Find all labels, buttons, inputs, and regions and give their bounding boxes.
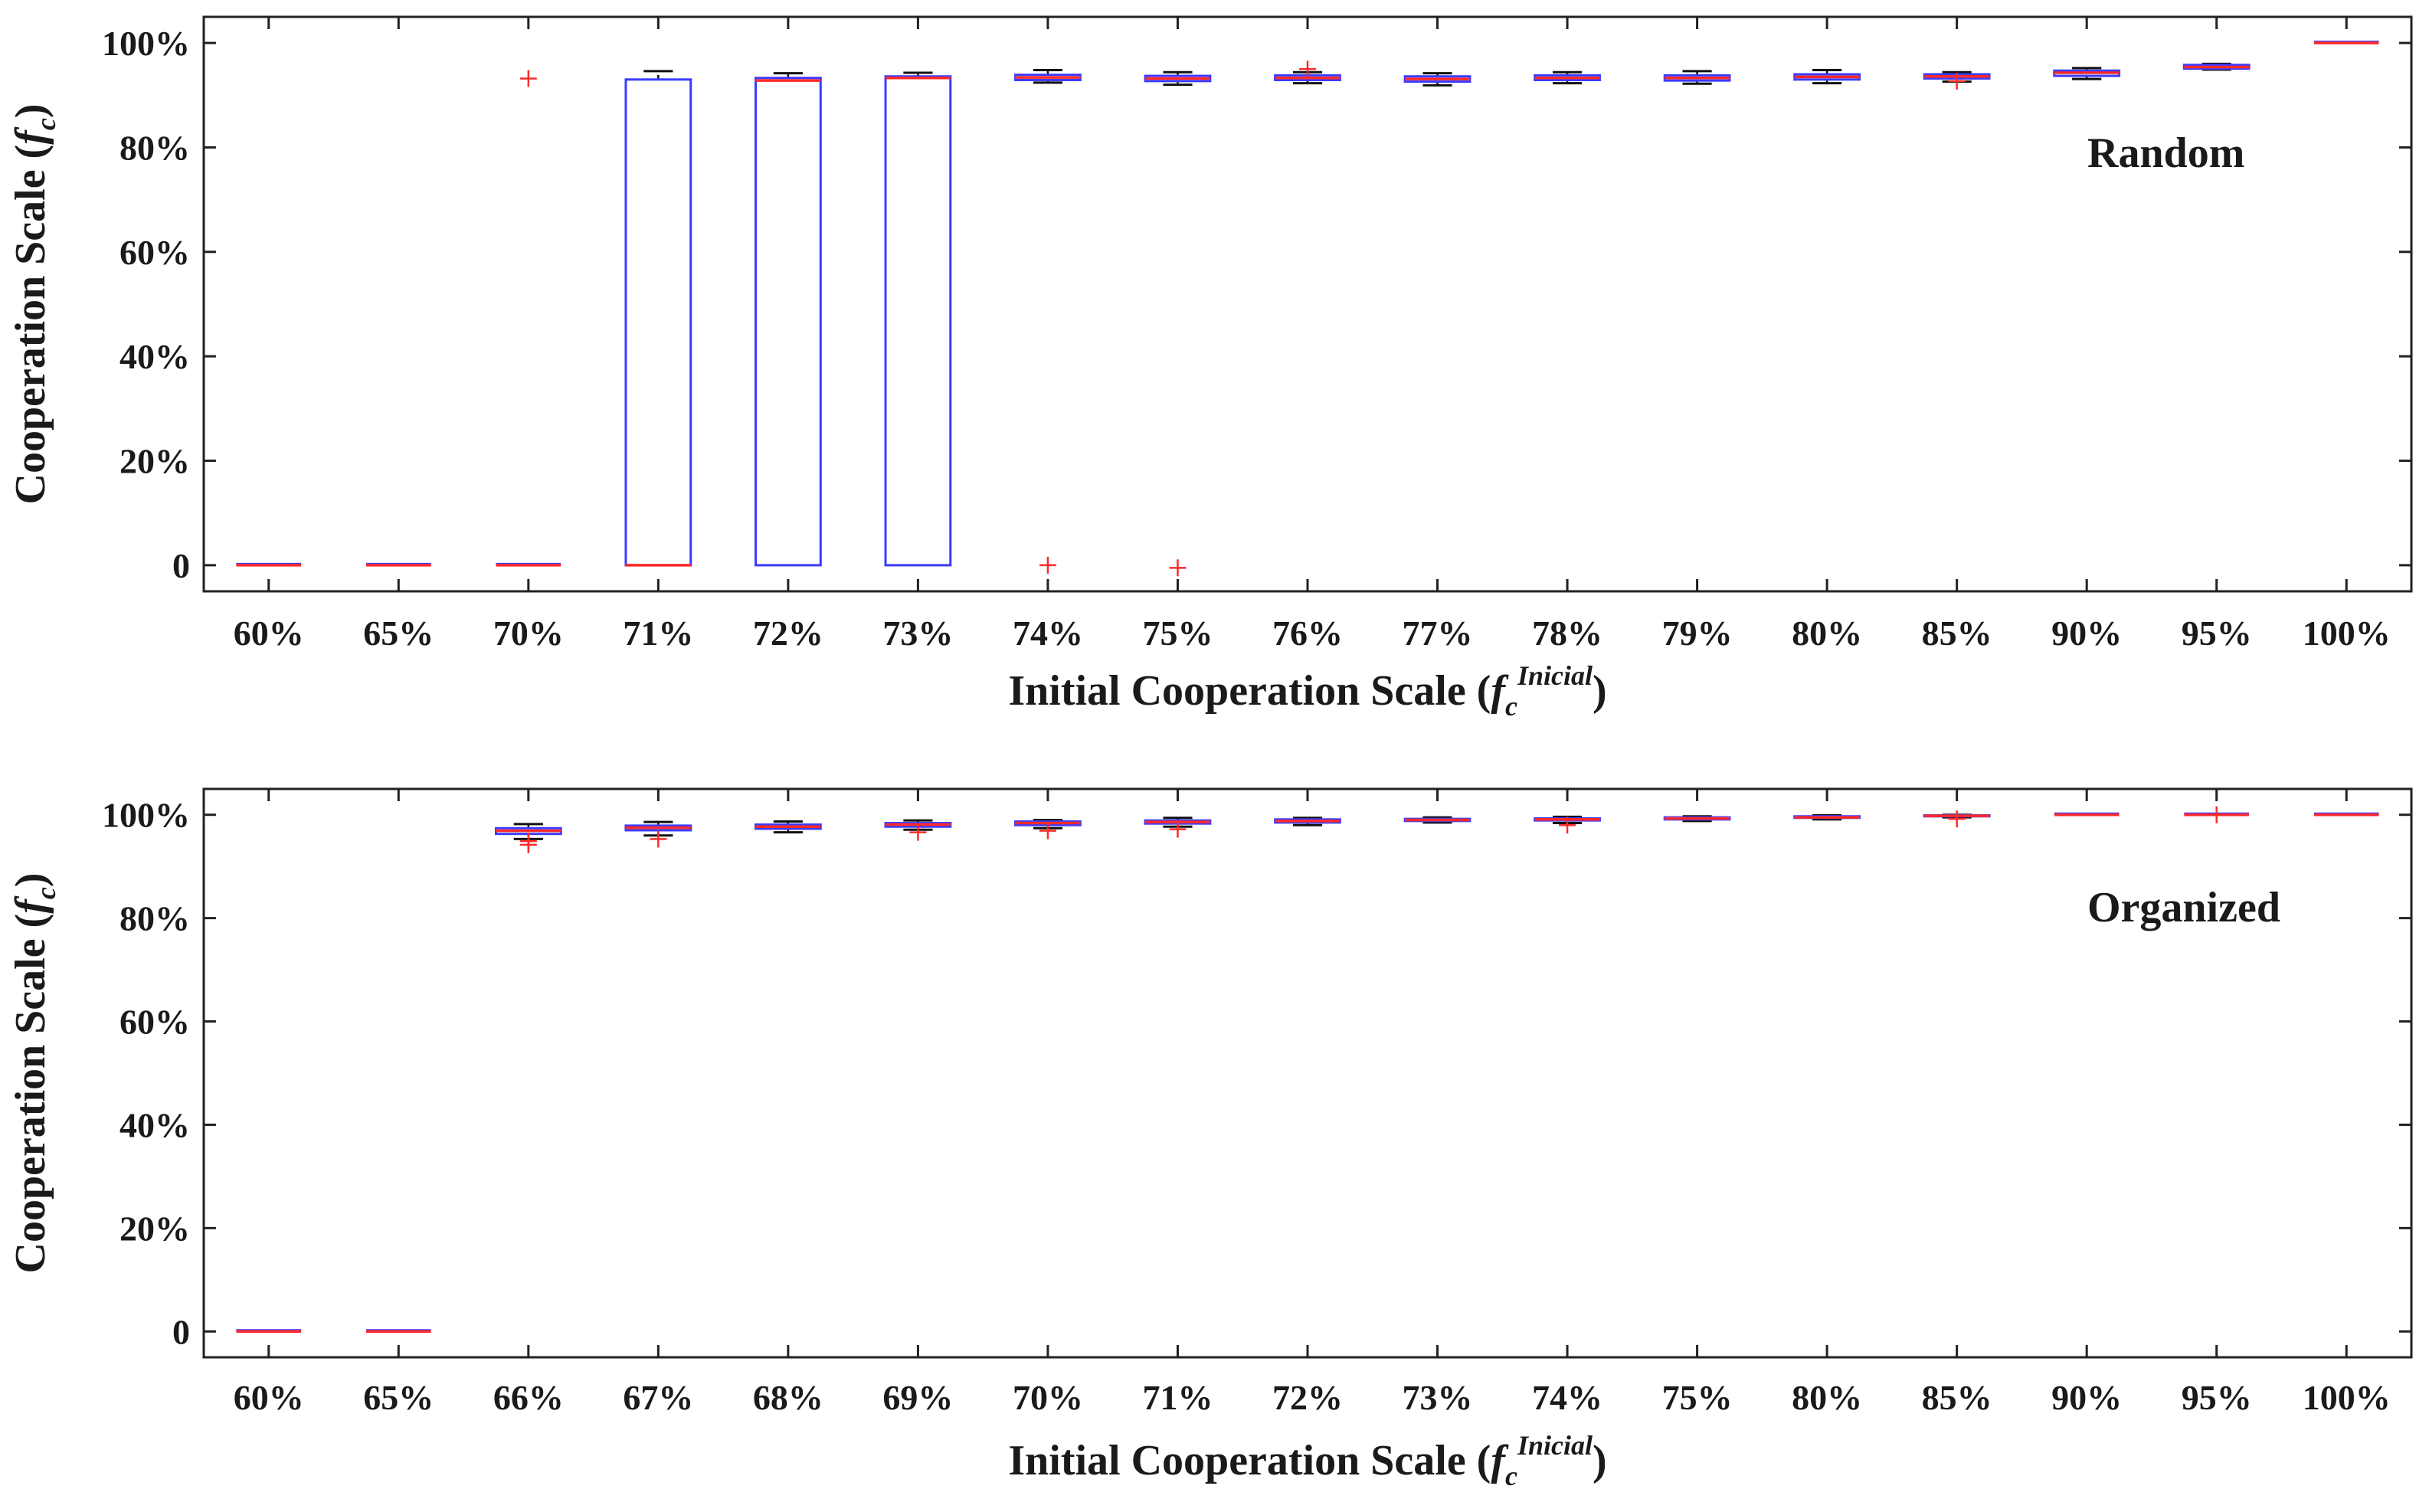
box-iqr [755,77,822,567]
x-tick-label: 69% [882,1378,953,1417]
box-85pct [1923,810,1991,828]
box-73pct [884,71,952,567]
box-65pct [365,562,431,567]
x-tick-label: 90% [2051,614,2122,653]
box-90pct [2054,812,2120,817]
x-tick-label: 60% [234,614,304,653]
box-75pct [1144,70,1212,577]
box-71pct [1144,817,1212,838]
chart-panel-2: 0 20% 40% 60% 80% 100% 60% 65% 66% 67% 68% 69% 70% 71… [7,787,2413,1491]
y-tick-label: 80% [119,128,190,167]
box-95pct [2184,806,2250,823]
box-69pct [884,819,952,841]
box-68pct [755,820,822,834]
y-tick-label: 100% [102,24,190,63]
box-90pct [2053,67,2121,80]
y-tick-label: 20% [119,442,190,481]
x-tick-label: 65% [363,614,434,653]
x-tick-label: 73% [1403,1378,1473,1417]
box-73pct [1403,816,1471,824]
x-tick-label: 80% [1792,614,1862,653]
x-tick-label: 70% [1013,1378,1083,1417]
box-72pct [755,72,822,567]
y-axis-label: Cooperation Scale (fc) [7,872,61,1273]
box-77pct [1403,72,1471,87]
panel-label: Random [2087,129,2244,177]
y-tick-label: 80% [119,899,190,938]
box-60pct [236,562,302,567]
y-tick-label: 40% [119,337,190,376]
x-tick-label: 70% [493,614,564,653]
x-axis-label: Initial Cooperation Scale (fcInicial) [1008,1430,1606,1491]
box-74pct [1534,815,1601,834]
box-67pct [624,820,692,848]
box-60pct [236,1329,302,1334]
x-tick-label: 77% [1403,614,1473,653]
chart-panel-1: 0 20% 40% 60% 80% 100% 60% 65% 70% 71% 72% 73% 74% 75… [7,15,2413,722]
x-tick-label: 90% [2051,1378,2122,1417]
y-tick-label: 0 [172,1312,190,1351]
box-100pct [2313,41,2379,44]
x-tick-label: 66% [493,1378,564,1417]
box-72pct [1274,817,1341,826]
box-65pct [365,1329,431,1334]
box-80pct [1793,69,1861,85]
box-95pct [2182,62,2251,71]
box-74pct [1014,69,1082,574]
x-tick-label: 95% [2182,614,2252,653]
box-79pct [1663,70,1731,85]
x-tick-label: 76% [1272,614,1343,653]
x-tick-label: 74% [1013,614,1083,653]
x-tick-label: 100% [2303,614,2391,653]
x-tick-label: 85% [1922,614,1992,653]
x-tick-label: 75% [1142,614,1213,653]
x-tick-label: 65% [363,1378,434,1417]
y-tick-label: 40% [119,1105,190,1144]
box-71pct [624,70,692,567]
x-tick-label: 95% [2182,1378,2252,1417]
plot-frame [202,787,2413,1359]
x-tick-label: 67% [623,1378,693,1417]
box-75pct [1663,815,1731,823]
x-axis-label: Initial Cooperation Scale (fcInicial) [1008,660,1606,722]
x-tick-label: 100% [2303,1378,2391,1417]
box-iqr [884,75,952,567]
x-tick-label: 78% [1532,614,1602,653]
x-tick-label: 72% [753,614,823,653]
box-66pct [494,823,562,853]
box-70pct [1014,818,1082,839]
y-tick-label: 60% [119,233,190,272]
box-78pct [1534,70,1601,85]
x-tick-label: 68% [753,1378,823,1417]
box-76pct [1274,61,1341,85]
x-tick-label: 73% [882,614,953,653]
box-80pct [1793,813,1861,821]
x-tick-label: 71% [623,614,693,653]
x-tick-label: 72% [1272,1378,1343,1417]
y-axis-label: Cooperation Scale (fc) [7,103,61,504]
x-tick-label: 74% [1532,1378,1602,1417]
y-tick-label: 60% [119,1003,190,1042]
y-tick-label: 0 [172,546,190,585]
x-tick-label: 60% [234,1378,304,1417]
x-tick-label: 71% [1142,1378,1213,1417]
box-85pct [1923,70,1991,90]
box-iqr [624,78,692,567]
y-tick-label: 20% [119,1209,190,1248]
x-tick-label: 75% [1662,1378,1733,1417]
plot-frame [202,15,2413,593]
x-tick-label: 79% [1662,614,1733,653]
x-tick-label: 85% [1922,1378,1992,1417]
box-100pct [2313,812,2379,817]
y-tick-label: 100% [102,796,190,835]
box-70pct [496,70,561,567]
panel-label: Organized [2087,884,2280,931]
x-tick-label: 80% [1792,1378,1862,1417]
